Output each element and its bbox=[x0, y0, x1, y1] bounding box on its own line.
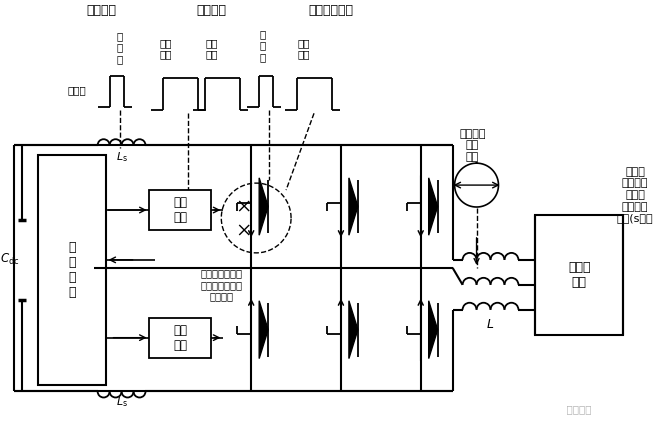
Polygon shape bbox=[259, 301, 268, 359]
Text: $L_{\rm s}$: $L_{\rm s}$ bbox=[116, 150, 128, 164]
Text: 百微
秒级: 百微 秒级 bbox=[298, 38, 310, 59]
Text: 纳秒级: 纳秒级 bbox=[68, 86, 86, 95]
Text: 驱动
电路: 驱动 电路 bbox=[173, 196, 187, 224]
Text: 百纳
秒级: 百纳 秒级 bbox=[159, 38, 172, 59]
Text: 百微
秒级: 百微 秒级 bbox=[205, 38, 217, 59]
Text: 电气技术: 电气技术 bbox=[559, 404, 591, 414]
Text: 驱动脉冲: 驱动脉冲 bbox=[196, 4, 226, 17]
Polygon shape bbox=[259, 178, 268, 235]
Text: $C_{\rm dc}$: $C_{\rm dc}$ bbox=[0, 252, 19, 267]
Text: 控
制
电
路: 控 制 电 路 bbox=[68, 241, 76, 299]
Text: 电网、
电机等外
接电源
或负载的
波动(s极）: 电网、 电机等外 接电源 或负载的 波动(s极） bbox=[617, 167, 654, 223]
Polygon shape bbox=[349, 178, 358, 235]
Text: 驱动
电路: 驱动 电路 bbox=[173, 324, 187, 352]
Text: 微
秒
级: 微 秒 级 bbox=[259, 29, 266, 62]
Text: 负载电流、直流
母线电压采样、
采样周期: 负载电流、直流 母线电压采样、 采样周期 bbox=[200, 268, 242, 302]
Text: $L$: $L$ bbox=[486, 318, 494, 331]
Text: 控制脉冲: 控制脉冲 bbox=[86, 4, 116, 17]
Text: 电源或
负载: 电源或 负载 bbox=[568, 261, 591, 289]
Text: $L_{\rm s}$: $L_{\rm s}$ bbox=[116, 396, 128, 410]
Bar bbox=[149, 318, 211, 358]
Polygon shape bbox=[429, 301, 438, 359]
Polygon shape bbox=[429, 178, 438, 235]
Bar bbox=[38, 155, 106, 384]
Text: 电磁能量脉冲: 电磁能量脉冲 bbox=[308, 4, 353, 17]
Text: 负载电流
十毫
秒级: 负载电流 十毫 秒级 bbox=[460, 129, 486, 162]
Bar bbox=[535, 215, 623, 335]
Polygon shape bbox=[349, 301, 358, 359]
Bar bbox=[149, 190, 211, 230]
Text: 微
秒
级: 微 秒 级 bbox=[116, 31, 122, 64]
